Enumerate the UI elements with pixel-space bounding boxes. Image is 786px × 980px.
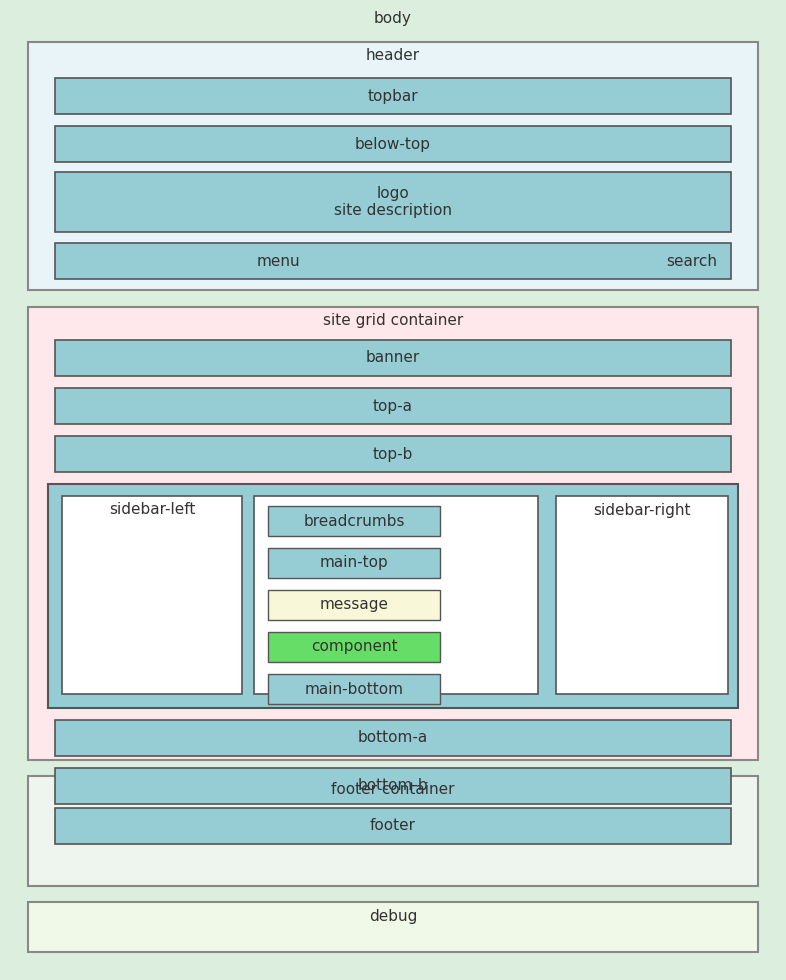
Text: topbar: topbar: [368, 88, 418, 104]
Bar: [55, 340, 731, 376]
Bar: [268, 506, 440, 536]
Bar: [268, 548, 440, 578]
Text: logo
site description: logo site description: [334, 186, 452, 219]
Text: component: component: [310, 640, 397, 655]
Text: top-b: top-b: [373, 447, 413, 462]
Bar: [55, 720, 731, 756]
Text: search: search: [666, 254, 717, 269]
Text: breadcrumbs: breadcrumbs: [303, 514, 405, 528]
Text: bottom-a: bottom-a: [358, 730, 428, 746]
Bar: [55, 78, 731, 114]
Bar: [55, 243, 731, 279]
Text: header: header: [366, 48, 420, 64]
Text: message: message: [319, 598, 388, 612]
Text: sidebar-left: sidebar-left: [108, 503, 195, 517]
Bar: [48, 484, 738, 708]
Text: below-top: below-top: [355, 136, 431, 152]
Bar: [28, 776, 758, 886]
Text: sidebar-right: sidebar-right: [593, 503, 691, 517]
Text: footer: footer: [370, 818, 416, 834]
Bar: [268, 632, 440, 662]
Text: debug: debug: [369, 908, 417, 923]
Bar: [28, 42, 758, 290]
Text: main-bottom: main-bottom: [304, 681, 403, 697]
Text: footer container: footer container: [331, 782, 455, 798]
Bar: [556, 496, 728, 694]
Bar: [62, 496, 242, 694]
Bar: [254, 496, 538, 694]
Bar: [28, 902, 758, 952]
Bar: [55, 172, 731, 232]
Text: top-a: top-a: [373, 399, 413, 414]
Bar: [55, 808, 731, 844]
Bar: [55, 126, 731, 162]
Bar: [55, 768, 731, 804]
Text: bottom-b: bottom-b: [358, 778, 428, 794]
Text: banner: banner: [365, 351, 421, 366]
Bar: [55, 436, 731, 472]
Text: main-top: main-top: [320, 556, 388, 570]
Bar: [268, 590, 440, 620]
Bar: [28, 307, 758, 760]
Text: site grid container: site grid container: [323, 314, 463, 328]
Bar: [268, 674, 440, 704]
Text: body: body: [374, 11, 412, 25]
Bar: [55, 388, 731, 424]
Text: menu: menu: [256, 254, 300, 269]
